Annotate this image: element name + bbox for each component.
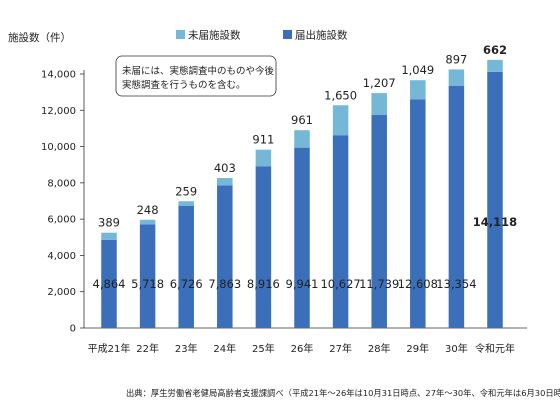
x-tick-label: 24年 [213, 342, 236, 355]
x-tick-label: 27年 [329, 342, 352, 355]
bar-unreported [410, 80, 426, 100]
bar-reported [101, 239, 117, 328]
bars [101, 59, 503, 329]
y-tick-label: 0 [70, 324, 76, 335]
data-label-unreported: 911 [252, 133, 274, 147]
data-label-reported: 7,863 [208, 277, 241, 291]
legend-swatch-reported [283, 30, 292, 39]
data-label-unreported: 1,049 [401, 63, 434, 77]
x-tick-label: 28年 [368, 342, 391, 355]
legend-label-reported: 届出施設数 [295, 29, 348, 42]
x-tick-label: 25年 [252, 342, 275, 355]
data-label-reported: 12,608 [398, 277, 438, 291]
x-tick-label: 令和元年 [475, 342, 515, 355]
data-label-reported: 14,118 [473, 215, 517, 229]
note-line-1: 未届には、実態調査中のものや今後 [122, 65, 275, 77]
y-tick-label: 12,000 [41, 106, 76, 117]
y-tick-label: 4,000 [47, 251, 76, 262]
data-label-reported: 9,941 [286, 277, 319, 291]
x-axis: 平成21年 22年 23年 24年 25年 26年 27年 28年 29年 30年 令和元年 [84, 327, 527, 355]
data-label-reported: 5,718 [131, 277, 164, 291]
data-label-unreported: 662 [483, 43, 507, 57]
data-label-reported: 10,627 [320, 277, 360, 291]
note-box: 未届には、実態調査中のものや今後 実態調査を行うものを含む。 [115, 55, 277, 97]
y-tick-label: 6,000 [47, 215, 76, 226]
bar-unreported [178, 201, 194, 206]
x-tick-label: 23年 [175, 342, 198, 355]
data-label-unreported: 403 [214, 161, 236, 175]
bar-unreported [139, 219, 156, 225]
bar-unreported [332, 105, 349, 136]
data-label-unreported: 961 [291, 113, 313, 127]
bar-unreported [217, 178, 233, 186]
data-labels: 389 4,864 248 5,718 259 6,726 403 7,863 911 8,916… [93, 43, 518, 291]
bar-unreported [101, 232, 117, 240]
data-label-reported: 4,864 [93, 277, 126, 291]
y-axis: 0 2,000 4,000 6,000 8,000 10,000 12,000 14,000 [41, 70, 85, 335]
data-label-unreported: 259 [175, 184, 197, 198]
data-label-reported: 11,739 [359, 277, 399, 291]
x-tick-label: 26年 [291, 342, 314, 355]
x-tick-label: 22年 [136, 342, 159, 355]
data-label-unreported: 897 [445, 52, 467, 66]
x-tick-label: 30年 [445, 342, 468, 355]
y-tick-label: 10,000 [41, 142, 76, 153]
bar-unreported [371, 93, 387, 116]
bar-reported [448, 85, 465, 329]
data-label-unreported: 248 [137, 203, 159, 217]
bar-reported [255, 166, 272, 328]
data-label-unreported: 1,650 [324, 88, 357, 102]
note-line-2: 実態調査を行うものを含む。 [122, 79, 246, 91]
bar-reported [371, 115, 387, 329]
bar-reported [332, 135, 349, 328]
bar-reported [217, 185, 233, 328]
y-tick-label: 8,000 [47, 178, 76, 189]
note-box-border [115, 55, 277, 97]
bar-unreported [294, 130, 310, 148]
y-tick-label: 2,000 [47, 287, 76, 298]
legend-label-unreported: 未届施設数 [188, 29, 241, 42]
source-text: 出典：厚生労働省老健局高齢者支援課調べ（平成21年～26年は10月31日時点、2… [126, 388, 560, 398]
y-tick-label: 14,000 [41, 70, 76, 81]
bar-reported [410, 99, 426, 329]
data-label-unreported: 389 [98, 216, 120, 230]
bar-unreported [448, 69, 465, 86]
bar-reported [178, 205, 194, 328]
bar-reported [487, 71, 503, 329]
bar-unreported [487, 59, 503, 72]
legend-swatch-unreported [176, 30, 185, 39]
legend: 未届施設数 届出施設数 [176, 29, 348, 42]
x-tick-label: 平成21年 [88, 342, 131, 355]
y-axis-title: 施設数（件） [8, 31, 71, 44]
data-label-reported: 6,726 [170, 277, 203, 291]
x-tick-label: 29年 [406, 342, 429, 355]
data-label-reported: 8,916 [247, 277, 280, 291]
bar-reported [139, 224, 156, 328]
data-label-unreported: 1,207 [363, 76, 396, 90]
bar-reported [294, 147, 310, 328]
data-label-reported: 13,354 [436, 277, 476, 291]
bar-unreported [255, 149, 272, 167]
